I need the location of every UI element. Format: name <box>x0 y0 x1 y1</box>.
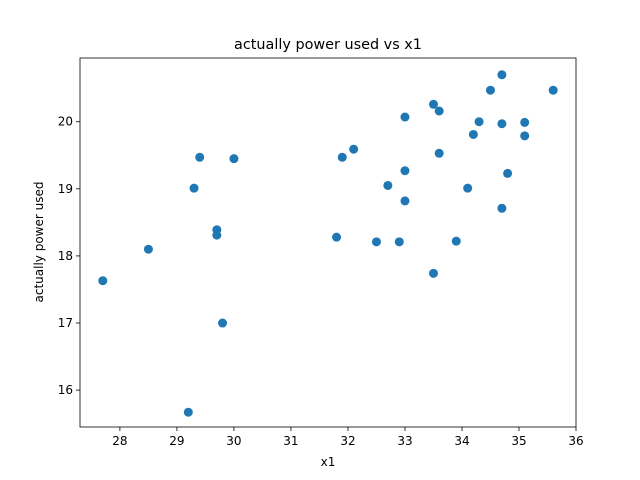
data-point <box>520 117 530 127</box>
data-point <box>218 318 228 328</box>
data-point <box>451 236 461 246</box>
data-point <box>212 230 222 240</box>
data-point <box>428 268 438 278</box>
data-point <box>520 131 530 141</box>
data-point <box>434 106 444 116</box>
data-point <box>195 152 205 162</box>
data-point <box>497 70 507 80</box>
data-point <box>371 237 381 247</box>
y-tick-label: 16 <box>58 383 73 397</box>
x-tick-label: 32 <box>340 434 355 448</box>
data-point <box>463 183 473 193</box>
x-tick-label: 33 <box>397 434 412 448</box>
data-point <box>98 276 108 286</box>
data-point <box>428 99 438 109</box>
plot-area: 28 29 30 31 32 33 34 35 36 16 17 18 19 20 <box>58 57 584 448</box>
data-point <box>383 180 393 190</box>
data-point <box>474 117 484 127</box>
data-point <box>332 232 342 242</box>
data-point <box>349 144 359 154</box>
y-tick-label: 19 <box>58 182 73 196</box>
data-point <box>337 152 347 162</box>
data-point <box>189 183 199 193</box>
data-point <box>183 407 193 417</box>
data-point <box>497 203 507 213</box>
x-tick-label: 36 <box>568 434 583 448</box>
data-point <box>548 85 558 95</box>
x-tick-label: 31 <box>283 434 298 448</box>
data-point <box>400 166 410 176</box>
x-axis-label: x1 <box>321 455 336 469</box>
data-point <box>485 85 495 95</box>
axes-frame <box>79 57 577 428</box>
x-tick-label: 28 <box>112 434 127 448</box>
x-tick-label: 35 <box>511 434 526 448</box>
data-point <box>400 112 410 122</box>
x-tick-label: 29 <box>169 434 184 448</box>
y-axis-label: actually power used <box>32 182 46 303</box>
data-point <box>394 237 404 247</box>
data-point <box>400 196 410 206</box>
x-tick-label: 30 <box>226 434 241 448</box>
data-point <box>497 119 507 129</box>
data-point <box>143 244 153 254</box>
data-point <box>434 148 444 158</box>
data-point <box>229 154 239 164</box>
y-tick-label: 17 <box>58 316 73 330</box>
data-point <box>503 168 513 178</box>
data-point <box>468 129 478 139</box>
x-tick-label: 34 <box>454 434 469 448</box>
y-tick-label: 18 <box>58 249 73 263</box>
chart-title: actually power used vs x1 <box>234 37 422 53</box>
y-tick-label: 20 <box>58 115 73 129</box>
